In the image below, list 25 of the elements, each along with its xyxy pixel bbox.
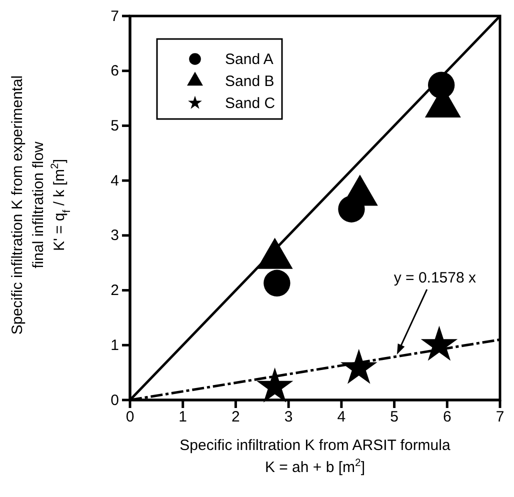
y-tick-label: 1 (110, 336, 119, 354)
y-tick-label: 3 (110, 227, 119, 244)
y-tick-label: 2 (110, 282, 119, 300)
x-tick-label: 4 (337, 408, 346, 426)
x-tick-label: 7 (496, 408, 504, 426)
y-tick-label: 0 (110, 392, 119, 409)
y-tick-label: 7 (110, 8, 119, 25)
point (420, 326, 458, 361)
x-tick-label: 2 (232, 408, 240, 426)
point (340, 348, 378, 384)
x-tick-label: 5 (390, 408, 398, 426)
point (264, 270, 290, 296)
point (256, 367, 294, 402)
legend-label: Sand C (225, 95, 276, 112)
x-axis-title: Specific infiltration K from ARSIT formula K = ah + b [m$^{2}$] (180, 437, 451, 476)
legend-label: Sand B (225, 73, 274, 90)
x-tick-label: 1 (178, 408, 188, 426)
x-tick-label: 0 (126, 408, 134, 426)
x-tick-label: 6 (442, 408, 452, 426)
y-tick-label: 6 (110, 62, 119, 80)
x-tick-label: 3 (284, 408, 293, 426)
y-tick-label: 5 (110, 118, 119, 135)
legend-label: Sand A (225, 51, 274, 68)
y-tick-label: 4 (110, 172, 119, 190)
annotation: y = 0.1578 x (394, 269, 476, 286)
